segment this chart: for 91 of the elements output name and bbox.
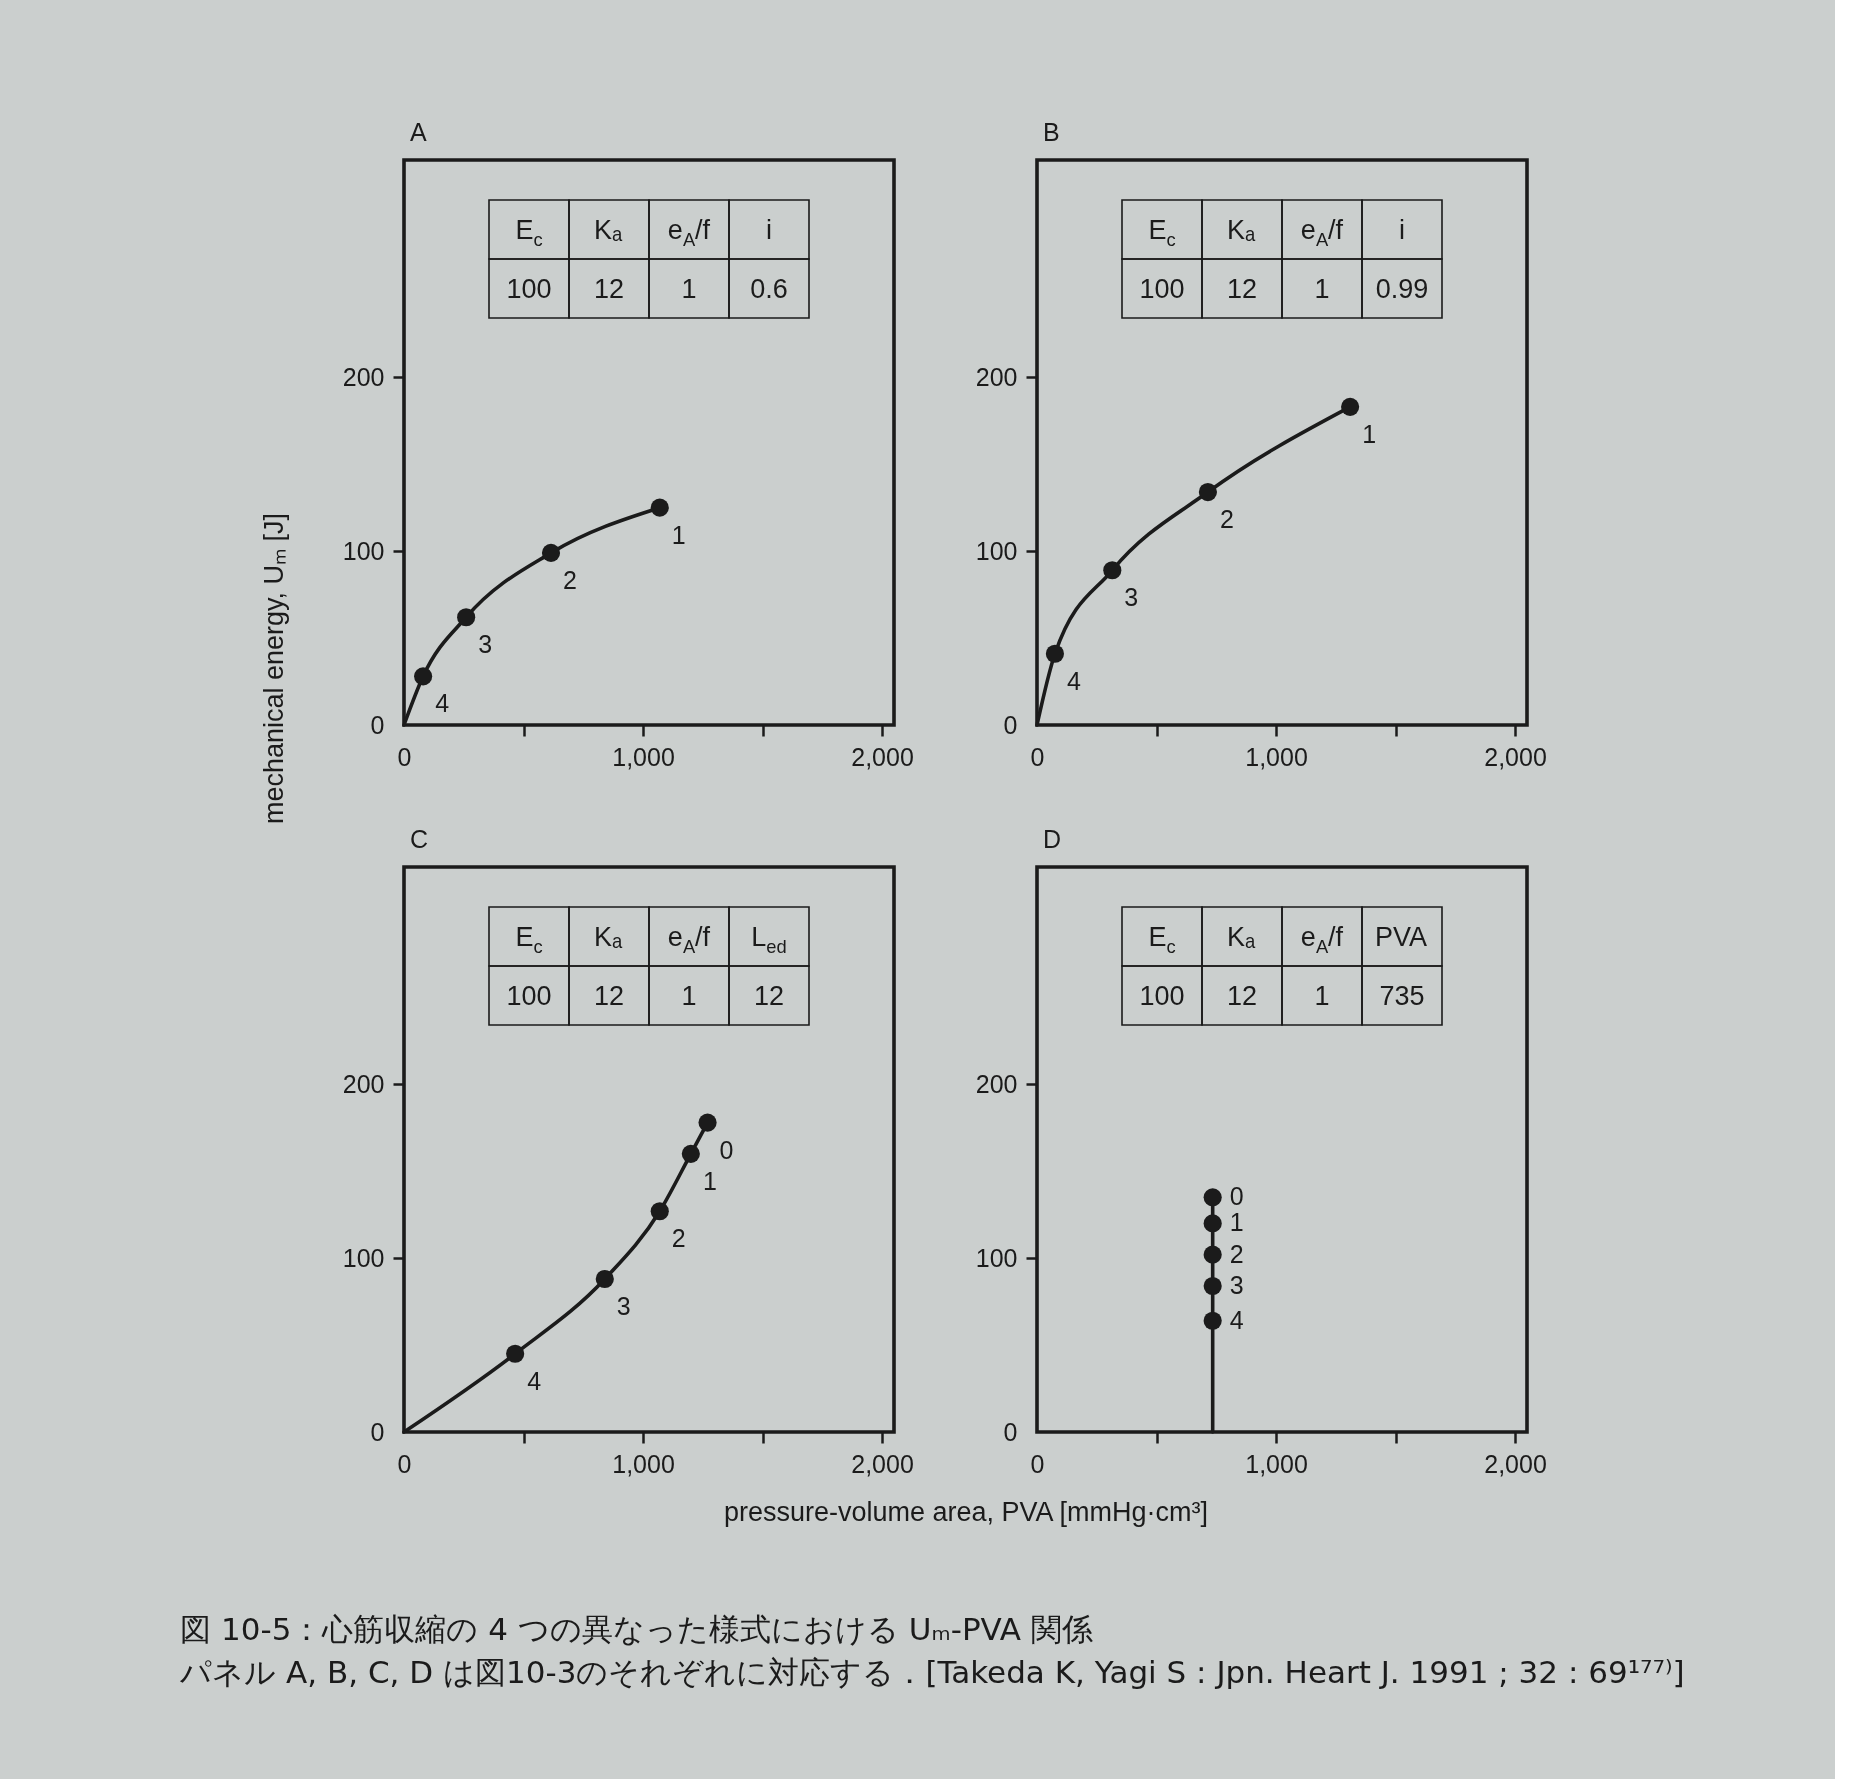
y-tick-label: 200 [975, 1069, 1018, 1098]
y-tick-label: 100 [975, 536, 1018, 565]
annotation: 1 [671, 520, 686, 549]
annotation: 0 [1229, 1182, 1244, 1211]
x-tick-label: 1,000 [612, 742, 675, 771]
annotation: 12 [753, 981, 785, 1012]
x-tick-label: 2,000 [851, 1449, 914, 1478]
point [1198, 482, 1217, 502]
chart-title: B [1043, 118, 1060, 146]
point [681, 1144, 700, 1163]
annotation: Kₐ [593, 215, 623, 246]
annotation: 4 [435, 689, 450, 718]
point [1103, 561, 1122, 580]
y-tick-label: 100 [342, 536, 385, 565]
point [650, 498, 669, 517]
x-tick-label: 1,000 [612, 1449, 675, 1478]
x-tick-label: 1,000 [1245, 1449, 1308, 1478]
y-tick-label: 200 [342, 1069, 385, 1098]
y-tick-label: 200 [975, 362, 1018, 391]
point [650, 1202, 669, 1221]
annotation: 2 [563, 565, 577, 594]
y-tick-label: 0 [1003, 710, 1018, 739]
annotation: 0.6 [750, 274, 788, 305]
y-tick-label: 100 [975, 1243, 1018, 1272]
annotation: 12 [1226, 274, 1258, 305]
text: 図 10-5：心筋収縮の 4 つの異なった様式における Uₘ-PVA 関係 [180, 1610, 1093, 1647]
annotation: Kₐ [1226, 215, 1256, 246]
annotation: i [1399, 215, 1405, 246]
text: パネル A, B, C, D は図10-3のそれぞれに対応する．[Takeda K, Yagi S : Jpn. Heart J. 1991 ; 32 : 69¹⁷⁷⁾] [179, 1653, 1685, 1690]
annotation: 12 [593, 274, 625, 305]
annotation: 1 [681, 981, 697, 1012]
chart-title: D [1043, 825, 1062, 853]
chart-title: A [410, 118, 427, 146]
annotation: 2 [1219, 505, 1234, 534]
point [1203, 1245, 1222, 1264]
point [541, 543, 561, 562]
point [1203, 1188, 1222, 1207]
annotation: 4 [527, 1366, 542, 1395]
x-tick-label: 0 [397, 742, 412, 771]
point [457, 608, 476, 627]
y-tick-label: 200 [342, 362, 385, 391]
annotation: 1 [681, 274, 697, 305]
x-tick-label: 0 [397, 1449, 412, 1478]
annotation: 1 [1229, 1208, 1244, 1237]
point [414, 667, 433, 686]
annotation: 0 [719, 1135, 734, 1164]
point [1203, 1214, 1222, 1233]
point [698, 1113, 717, 1132]
annotation: Kₐ [1226, 922, 1256, 953]
x-tick-label: 2,000 [1484, 742, 1547, 771]
y-axis-title: mechanical energy, Uₘ [J] [258, 512, 289, 825]
point [595, 1269, 614, 1289]
y-tick-label: 0 [1003, 1417, 1018, 1446]
y-tick-label: 0 [370, 710, 385, 739]
annotation: 100 [506, 981, 552, 1012]
annotation: 3 [478, 630, 493, 659]
annotation: i [766, 215, 772, 246]
annotation: 4 [1066, 666, 1081, 695]
x-tick-label: 0 [1030, 1449, 1045, 1478]
point [1203, 1276, 1222, 1296]
point [1341, 397, 1360, 416]
annotation: 2 [671, 1224, 686, 1253]
annotation: 1 [1314, 981, 1330, 1012]
x-tick-label: 1,000 [1245, 742, 1308, 771]
annotation: 1 [1314, 274, 1330, 305]
point [1045, 644, 1065, 663]
chart-title: C [410, 825, 429, 853]
annotation: 3 [1229, 1270, 1244, 1299]
annotation: Kₐ [593, 922, 623, 953]
x-tick-label: 2,000 [1484, 1449, 1547, 1478]
y-tick-label: 100 [342, 1243, 385, 1272]
annotation: 12 [593, 981, 625, 1012]
annotation: 12 [1226, 981, 1258, 1012]
annotation: 2 [1229, 1239, 1244, 1268]
annotation: 4 [1229, 1305, 1244, 1334]
annotation: 1 [1362, 419, 1377, 448]
point [1203, 1311, 1222, 1330]
annotation: 100 [506, 274, 552, 305]
annotation: 3 [1124, 583, 1139, 612]
annotation: 100 [1139, 981, 1185, 1012]
annotation: 1 [702, 1166, 717, 1195]
annotation: 3 [616, 1292, 631, 1321]
x-axis-title: pressure-volume area, PVA [mmHg·cm³] [723, 1496, 1209, 1527]
x-tick-label: 0 [1030, 742, 1045, 771]
annotation: 0.99 [1375, 274, 1429, 305]
annotation: 735 [1379, 981, 1425, 1012]
point [506, 1344, 525, 1363]
annotation: PVA [1374, 922, 1428, 953]
annotation: 100 [1139, 274, 1185, 305]
y-tick-label: 0 [370, 1417, 385, 1446]
x-tick-label: 2,000 [851, 742, 914, 771]
